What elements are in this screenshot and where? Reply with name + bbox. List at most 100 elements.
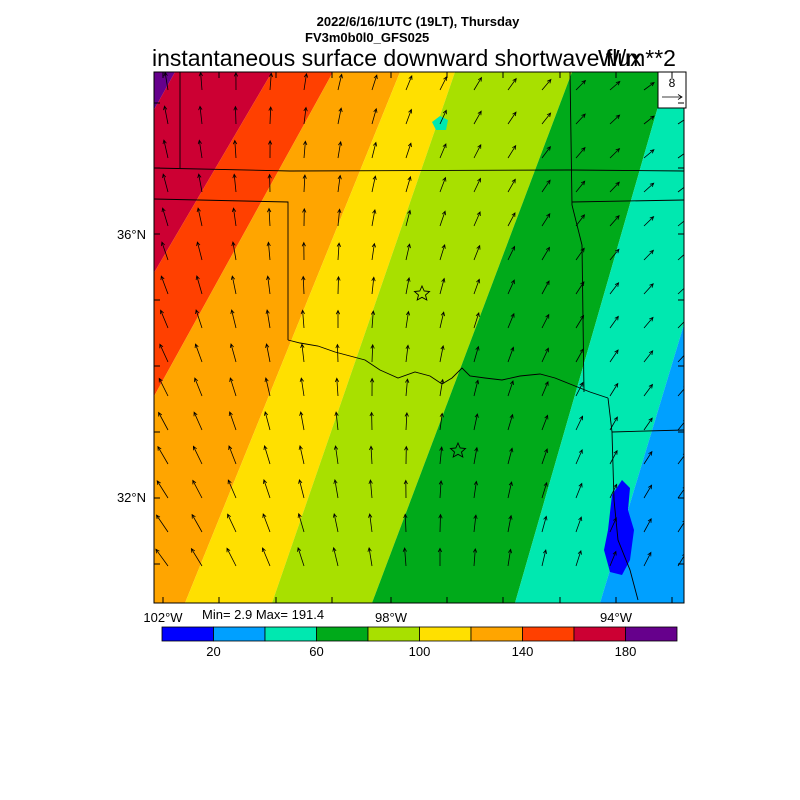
reference-arrow-icon <box>662 94 683 100</box>
wind-arrow-icon <box>162 139 169 159</box>
wind-arrow-icon <box>193 445 203 465</box>
wind-arrow-icon <box>405 75 413 91</box>
low-flux-patch <box>604 480 634 575</box>
lat-label-32n: 32°N <box>117 490 146 505</box>
arkansas-louisiana-border <box>611 429 684 433</box>
wind-arrow-icon <box>541 280 550 295</box>
wind-arrow-icon <box>473 76 482 91</box>
wind-arrow-icon <box>438 479 443 499</box>
wind-arrow-icon <box>507 111 517 125</box>
colorbar-swatch <box>264 626 317 642</box>
wind-arrow-icon <box>575 113 586 125</box>
wind-arrow-icon <box>643 115 655 125</box>
wind-arrow-icon <box>575 214 586 227</box>
wind-arrow-icon <box>473 480 478 499</box>
flux-band <box>154 72 400 603</box>
colorbar-swatch <box>367 626 420 642</box>
wind-arrow-icon <box>473 312 480 329</box>
wind-arrow-icon <box>677 419 684 431</box>
colorbar-tick-label: 100 <box>409 644 431 659</box>
wind-arrow-icon <box>575 549 582 567</box>
wind-arrow-icon <box>473 379 480 397</box>
wind-arrow-icon <box>405 378 410 397</box>
wind-arrow-icon <box>297 512 305 533</box>
wind-arrow-icon <box>439 446 444 465</box>
wind-arrow-icon <box>541 213 551 227</box>
wind-arrow-icon <box>643 484 653 499</box>
wind-arrow-icon <box>643 82 655 91</box>
wind-arrow-icon <box>541 515 548 533</box>
wind-reference-box: 8 <box>657 71 687 109</box>
wind-arrow-icon <box>233 105 238 125</box>
wind-arrow-icon <box>303 140 308 159</box>
wind-arrow-icon <box>541 313 550 329</box>
wind-arrow-icon <box>643 283 654 295</box>
wind-arrow-icon <box>233 72 239 91</box>
wind-arrow-icon <box>192 479 203 499</box>
wind-arrow-icon <box>229 377 237 397</box>
wind-arrow-icon <box>439 378 445 397</box>
wind-arrow-icon <box>439 311 445 329</box>
wind-arrow-icon <box>473 211 481 227</box>
wind-arrow-icon <box>297 547 305 567</box>
map-frame <box>153 71 685 604</box>
wind-arrow-icon <box>230 309 237 329</box>
wind-arrow-icon <box>299 411 305 431</box>
wind-arrow-icon <box>301 241 306 261</box>
red-river-border <box>287 339 609 399</box>
wind-reference-value: 8 <box>669 76 676 90</box>
wind-arrow-icon <box>156 480 169 499</box>
wind-arrow-icon <box>609 517 617 533</box>
wind-arrow-icon <box>575 146 586 159</box>
wind-arrow-icon <box>507 380 514 397</box>
wind-arrow-icon <box>231 241 237 261</box>
wind-arrow-icon <box>371 209 377 227</box>
wind-arrow-icon <box>371 242 376 261</box>
wind-arrow-icon <box>193 411 203 431</box>
wind-arrow-icon <box>227 479 237 499</box>
lon-label-98w: 98°W <box>375 610 408 625</box>
flux-band <box>154 72 175 110</box>
colorbar-tick-label: 60 <box>309 644 323 659</box>
wind-arrow-icon <box>162 173 169 193</box>
wind-arrow-icon <box>405 209 412 227</box>
wind-arrow-icon <box>575 381 584 397</box>
colorbar-swatch <box>625 626 678 642</box>
wind-arrow-icon <box>643 551 652 567</box>
run-datetime: 2022/6/16/1UTC (19LT), Thursday <box>317 14 521 29</box>
wind-arrow-icon <box>232 139 238 159</box>
wind-arrow-icon <box>677 186 684 193</box>
wind-arrow-icon <box>609 114 621 125</box>
wind-arrow-icon <box>268 139 273 159</box>
wind-arrow-icon <box>303 72 309 91</box>
wind-arrow-icon <box>507 178 516 193</box>
wind-arrow-icon <box>677 220 684 227</box>
wind-arrow-icon <box>677 453 684 465</box>
wind-arrow-icon <box>677 352 684 363</box>
wind-arrow-icon <box>473 413 479 431</box>
wind-arrow-icon <box>335 309 341 328</box>
wind-arrow-icon <box>368 479 373 499</box>
wind-arrow-icon <box>507 548 513 567</box>
wind-arrow-icon <box>404 411 409 431</box>
wind-arrow-icon <box>473 110 482 125</box>
units-label: W/m**2 <box>598 45 676 71</box>
wind-arrow-icon <box>575 247 585 261</box>
wind-arrow-icon <box>439 412 444 431</box>
min-max-stats: Min= 2.9 Max= 191.4 <box>202 607 324 622</box>
wind-arrow-icon <box>507 279 515 295</box>
wind-arrow-icon <box>405 310 411 329</box>
wind-arrow-icon <box>299 377 305 397</box>
wind-arrow-icon <box>473 446 479 465</box>
wind-arrow-icon <box>405 175 412 193</box>
wind-arrow-icon <box>302 207 307 227</box>
wind-arrow-icon <box>266 241 271 261</box>
wind-arrow-icon <box>303 106 308 125</box>
wind-arrow-icon <box>507 514 513 533</box>
wind-arrow-icon <box>227 513 237 533</box>
wind-arrow-icon <box>643 249 655 261</box>
colorbar <box>161 626 678 642</box>
wind-arrow-icon <box>370 343 375 363</box>
colorbar-tick-label: 20 <box>206 644 220 659</box>
wind-arrow-icon <box>371 74 378 91</box>
